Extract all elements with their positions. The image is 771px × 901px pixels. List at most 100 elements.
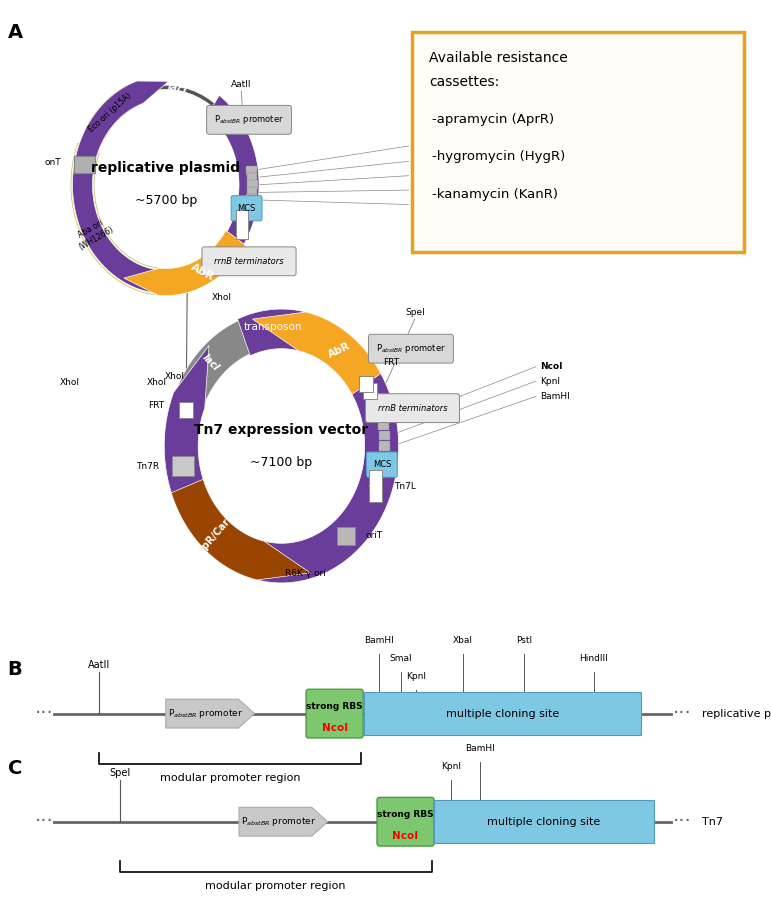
- Bar: [247, 187, 258, 196]
- Text: XhoI: XhoI: [146, 378, 167, 387]
- Polygon shape: [173, 311, 382, 412]
- Text: replicative plasmid: replicative plasmid: [91, 161, 241, 176]
- Text: KpnI: KpnI: [412, 157, 433, 166]
- Bar: [363, 383, 377, 399]
- Text: P$_{abstBR}$ promoter: P$_{abstBR}$ promoter: [168, 707, 243, 720]
- Text: FRT: FRT: [383, 358, 399, 367]
- Text: SmaI: SmaI: [389, 654, 412, 663]
- Text: R6K γ ori: R6K γ ori: [285, 569, 326, 578]
- Text: Tn7 expression vector: Tn7 expression vector: [194, 423, 369, 437]
- Bar: [236, 210, 248, 239]
- Text: KpnI: KpnI: [540, 377, 560, 386]
- Text: Available resistance: Available resistance: [429, 51, 568, 66]
- Text: PstI: PstI: [517, 636, 532, 645]
- FancyBboxPatch shape: [377, 797, 434, 846]
- Text: oriT: oriT: [366, 532, 383, 541]
- Polygon shape: [252, 312, 381, 395]
- Text: NcoI: NcoI: [322, 723, 348, 733]
- Text: multiple cloning site: multiple cloning site: [446, 708, 559, 719]
- Text: Tn7: Tn7: [702, 816, 722, 827]
- Text: lacI: lacI: [167, 82, 188, 95]
- Text: XhoI: XhoI: [59, 378, 79, 387]
- Text: lacI: lacI: [200, 353, 221, 374]
- Polygon shape: [71, 143, 157, 295]
- Bar: [379, 441, 390, 450]
- Text: MCS: MCS: [237, 204, 256, 213]
- Bar: [337, 527, 355, 545]
- FancyBboxPatch shape: [412, 32, 744, 252]
- Bar: [246, 195, 257, 204]
- Text: XbaI: XbaI: [453, 636, 473, 645]
- Text: SpeI: SpeI: [109, 769, 130, 778]
- Text: XhoI: XhoI: [165, 372, 185, 381]
- Polygon shape: [239, 807, 328, 836]
- Text: ···: ···: [673, 812, 692, 832]
- Text: FRT: FRT: [148, 401, 164, 410]
- Text: C: C: [8, 759, 22, 778]
- Bar: [364, 692, 641, 735]
- Text: ~7100 bp: ~7100 bp: [251, 456, 312, 469]
- Text: ···: ···: [35, 812, 54, 832]
- FancyBboxPatch shape: [231, 196, 262, 221]
- Bar: [172, 457, 194, 477]
- Text: ~5700 bp: ~5700 bp: [135, 195, 197, 207]
- Text: Aba ori
(WH1266): Aba ori (WH1266): [72, 215, 115, 251]
- Text: B: B: [8, 660, 22, 678]
- Text: P$_{abstBR}$ promoter: P$_{abstBR}$ promoter: [214, 114, 284, 126]
- Text: NcoI: NcoI: [412, 141, 435, 150]
- Text: HindIII: HindIII: [579, 654, 608, 663]
- Polygon shape: [72, 81, 259, 294]
- Text: MCS: MCS: [372, 460, 391, 469]
- Text: KpnI: KpnI: [406, 672, 426, 681]
- Text: A: A: [8, 23, 23, 41]
- Text: ···: ···: [35, 704, 54, 724]
- Text: BamHI: BamHI: [466, 744, 495, 753]
- FancyBboxPatch shape: [365, 394, 460, 423]
- Bar: [246, 166, 257, 175]
- Text: -apramycin (AprR): -apramycin (AprR): [432, 113, 554, 125]
- Polygon shape: [166, 699, 254, 728]
- Bar: [379, 431, 389, 440]
- Bar: [247, 180, 258, 189]
- Bar: [369, 469, 382, 502]
- Text: XbaI: XbaI: [412, 200, 433, 209]
- Text: BamHI: BamHI: [540, 392, 570, 401]
- FancyBboxPatch shape: [366, 452, 397, 478]
- Text: transposon: transposon: [244, 322, 302, 332]
- Text: HindIII: HindIII: [412, 241, 441, 250]
- Text: ···: ···: [673, 704, 692, 724]
- Text: AatII: AatII: [231, 80, 251, 89]
- Bar: [378, 421, 389, 430]
- Text: strong RBS: strong RBS: [306, 702, 363, 711]
- Polygon shape: [271, 529, 347, 579]
- Text: PstI: PstI: [412, 225, 429, 234]
- Text: P$_{abstBR}$ promoter: P$_{abstBR}$ promoter: [376, 342, 446, 355]
- Polygon shape: [83, 84, 138, 144]
- Text: BamHI: BamHI: [365, 636, 394, 645]
- FancyBboxPatch shape: [306, 689, 363, 738]
- Text: AbR: AbR: [189, 262, 216, 282]
- Text: Tn7L: Tn7L: [394, 481, 416, 490]
- Text: multiple cloning site: multiple cloning site: [487, 816, 601, 827]
- Text: modular promoter region: modular promoter region: [205, 881, 346, 891]
- Polygon shape: [171, 479, 311, 580]
- Text: strong RBS: strong RBS: [377, 810, 434, 819]
- FancyBboxPatch shape: [207, 105, 291, 134]
- Text: cassettes:: cassettes:: [429, 75, 500, 89]
- Text: KpnI: KpnI: [441, 762, 461, 771]
- Text: rrnB terminators: rrnB terminators: [378, 404, 447, 413]
- Polygon shape: [124, 231, 245, 296]
- Text: onT: onT: [45, 159, 61, 168]
- Bar: [247, 173, 258, 182]
- Text: rrnB terminators: rrnB terminators: [214, 257, 284, 266]
- Text: replicative plasmid: replicative plasmid: [702, 708, 771, 719]
- Text: Eco ori (p15A): Eco ori (p15A): [87, 91, 133, 134]
- Text: BamHI: BamHI: [412, 186, 443, 195]
- Text: Tn7R: Tn7R: [136, 462, 160, 471]
- Text: AmpR/CarbR: AmpR/CarbR: [190, 505, 242, 564]
- Text: P$_{abstBR}$ promoter: P$_{abstBR}$ promoter: [241, 815, 316, 828]
- Polygon shape: [164, 309, 399, 583]
- FancyBboxPatch shape: [369, 334, 453, 363]
- FancyBboxPatch shape: [202, 247, 296, 276]
- Text: AbR: AbR: [326, 341, 352, 359]
